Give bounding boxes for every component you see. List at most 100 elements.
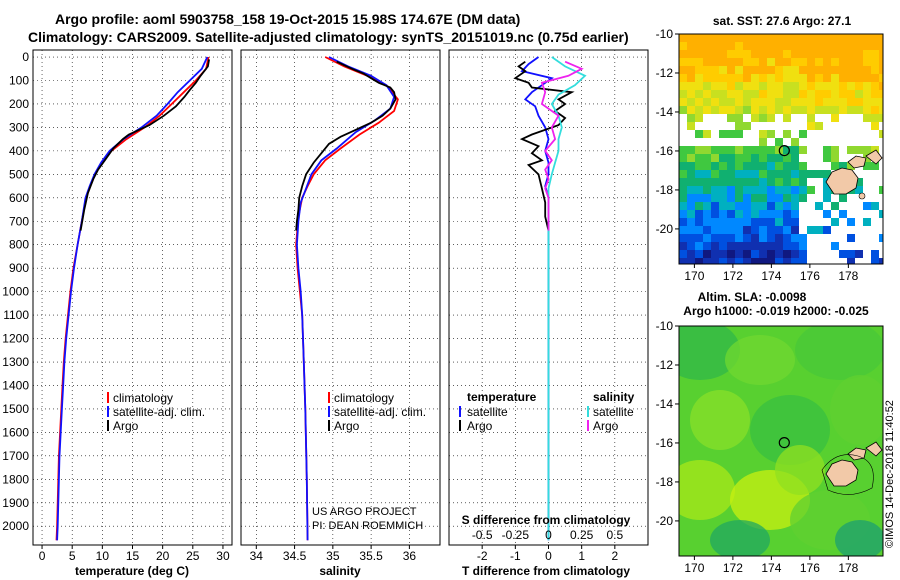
series-line-satellite-adj-clim- xyxy=(295,56,396,541)
sst-cell xyxy=(751,50,759,58)
sst-cell xyxy=(711,50,719,58)
sst-cell xyxy=(743,34,751,42)
sst-cell xyxy=(687,258,695,264)
sst-cell xyxy=(687,226,695,234)
sst-cell xyxy=(711,66,719,74)
sla-map-frame xyxy=(678,325,884,557)
sst-cell xyxy=(767,226,775,234)
sst-cell xyxy=(703,50,711,58)
sst-cell xyxy=(735,242,743,250)
x-tick-label: 34 xyxy=(250,549,264,563)
sst-cell xyxy=(775,66,783,74)
sst-cell xyxy=(879,210,883,218)
sst-cell xyxy=(791,258,799,264)
sla-anomaly-patch xyxy=(679,460,735,520)
sst-cell xyxy=(719,194,727,202)
sst-cell xyxy=(799,98,807,106)
legend-header-salinity: salinity xyxy=(593,390,635,404)
sst-cell xyxy=(839,194,847,202)
sst-cell xyxy=(767,34,775,42)
sst-cell xyxy=(703,162,711,170)
sst-cell xyxy=(703,250,711,258)
sla-anomaly-patch xyxy=(830,375,883,445)
sst-cell xyxy=(727,250,735,258)
sst-cell xyxy=(783,130,791,138)
y-tick-label: 500 xyxy=(9,167,29,181)
sst-cell xyxy=(807,106,815,114)
sst-cell xyxy=(831,218,839,226)
sst-cell xyxy=(863,146,871,154)
sst-cell xyxy=(823,58,831,66)
sst-cell xyxy=(711,146,719,154)
sst-cell xyxy=(855,74,863,82)
sla-map-x-axis: 170 172 174 176 178 xyxy=(684,556,859,575)
y-tick-label: 300 xyxy=(9,120,29,134)
map-x-tick-label: 170 xyxy=(684,561,704,575)
sst-cell xyxy=(711,34,719,42)
sst-cell xyxy=(791,90,799,98)
sst-cell xyxy=(711,210,719,218)
sst-cell xyxy=(871,74,879,82)
sst-cell xyxy=(767,50,775,58)
sst-cell xyxy=(831,202,839,210)
sst-cell xyxy=(751,90,759,98)
sst-cell xyxy=(735,202,743,210)
sst-cell xyxy=(863,58,871,66)
sst-cell xyxy=(743,250,751,258)
sst-cell xyxy=(871,66,879,74)
sst-cell xyxy=(847,66,855,74)
sst-cell xyxy=(879,34,883,42)
sst-cell xyxy=(727,234,735,242)
map-y-tick-label: -10 xyxy=(656,319,674,333)
sst-cell xyxy=(767,170,775,178)
sst-cell xyxy=(815,82,823,90)
sst-cell xyxy=(855,42,863,50)
sst-cell xyxy=(711,202,719,210)
sst-cell xyxy=(743,162,751,170)
sst-cell xyxy=(727,50,735,58)
sst-cell xyxy=(775,258,783,264)
sst-cell xyxy=(823,226,831,234)
sst-cell xyxy=(847,90,855,98)
sst-cell xyxy=(775,50,783,58)
sst-cell xyxy=(783,90,791,98)
sst-cell xyxy=(703,90,711,98)
sst-cell xyxy=(711,162,719,170)
sst-cell xyxy=(695,186,703,194)
sst-cell xyxy=(823,82,831,90)
sst-cell xyxy=(767,242,775,250)
sst-cell xyxy=(679,74,687,82)
sst-cell xyxy=(855,186,863,194)
sst-cell xyxy=(831,146,839,154)
sst-cell xyxy=(695,210,703,218)
series-line-s-argo xyxy=(540,60,584,231)
x-tick-label: 2 xyxy=(611,549,618,563)
sst-cell xyxy=(727,98,735,106)
sst-cell xyxy=(783,218,791,226)
sst-cell xyxy=(871,146,879,154)
sst-cell xyxy=(759,178,767,186)
map-y-tick-label: -14 xyxy=(656,397,674,411)
y-tick-label: 2000 xyxy=(2,519,29,533)
sst-cell xyxy=(687,66,695,74)
sst-cell xyxy=(791,82,799,90)
sst-cell xyxy=(831,58,839,66)
temperature-panel: 0100200300400500600700800900100011001200… xyxy=(2,49,233,578)
sst-cell xyxy=(879,74,883,82)
legend-label-satellite: satellite-adj. clim. xyxy=(334,405,426,419)
y-tick-label: 1700 xyxy=(2,449,29,463)
salinity-x-axis: 34 34.5 35 35.5 36 xyxy=(250,545,416,563)
sst-cell xyxy=(679,98,687,106)
sst-cell xyxy=(799,258,807,264)
sst-cell xyxy=(783,146,791,154)
sst-cell xyxy=(751,106,759,114)
sst-cell xyxy=(815,90,823,98)
legend-label-s-satellite: satellite xyxy=(593,405,634,419)
sst-cell xyxy=(783,234,791,242)
island-shape xyxy=(825,167,859,195)
map-y-tick-label: -18 xyxy=(656,183,674,197)
sst-cell xyxy=(703,66,711,74)
sst-cell xyxy=(687,194,695,202)
sst-cell xyxy=(727,130,735,138)
sst-cell xyxy=(759,130,767,138)
